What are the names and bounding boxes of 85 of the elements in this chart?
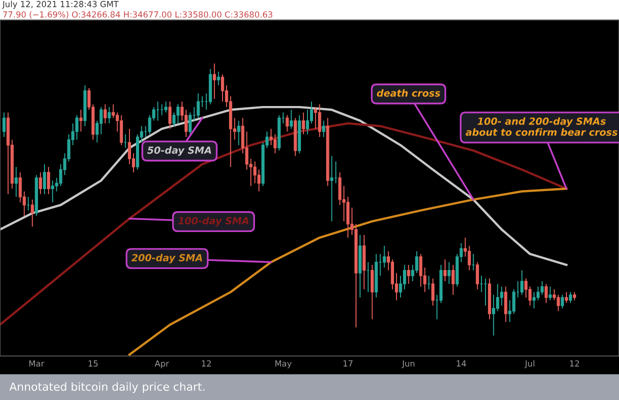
candlestick — [476, 262, 479, 290]
candlestick — [2, 112, 6, 138]
candlestick — [314, 106, 318, 130]
candlestick — [500, 286, 504, 306]
candlestick — [443, 258, 447, 282]
candlestick — [51, 180, 54, 203]
candlestick — [448, 262, 451, 284]
text: 77.90 (−1.69%) O:34266.84 H:34677.00 L:33580.00 C:33680.63 — [3, 11, 272, 19]
text: July 12, 2021 11:28:43 GMT — [2, 0, 119, 9]
candlestick — [452, 264, 455, 296]
x-tick-label: Jun — [402, 360, 414, 368]
candlestick — [46, 166, 50, 195]
candlestick — [504, 286, 508, 322]
candlestick — [407, 264, 410, 284]
candlestick — [548, 286, 552, 301]
candlestick — [492, 294, 496, 336]
candlestick — [560, 294, 564, 309]
candlestick — [30, 199, 34, 228]
candlestick — [257, 169, 260, 192]
candlestick — [100, 106, 103, 135]
candlestick — [196, 92, 200, 118]
candlestick — [128, 128, 132, 165]
candlestick — [568, 292, 572, 304]
candlestick — [286, 114, 289, 132]
candlestick — [220, 74, 224, 102]
candlestick — [346, 196, 350, 238]
candlestick — [253, 160, 256, 184]
candlestick — [520, 270, 524, 296]
candlestick — [556, 294, 560, 312]
x-tick-label: Jul — [524, 360, 534, 368]
x-tick-label: 14 — [456, 360, 466, 366]
candlestick — [237, 120, 240, 146]
candlestick — [468, 245, 471, 271]
candlestick — [318, 104, 322, 138]
series-label: 50-day SMA — [147, 146, 212, 156]
candlestick — [564, 292, 568, 304]
candlestick — [168, 101, 172, 130]
candlestick — [536, 286, 540, 301]
x-tick-label: 12 — [570, 360, 579, 366]
candlestick — [212, 63, 216, 100]
x-tick-label: 15 — [88, 360, 98, 367]
candlestick — [108, 106, 111, 124]
candlestick — [302, 112, 305, 135]
candlestick — [188, 112, 192, 135]
candlestick — [390, 258, 394, 290]
candlestick — [290, 109, 293, 130]
x-tick-label: Mar — [29, 360, 44, 367]
candlestick — [120, 114, 123, 146]
candlestick — [524, 278, 528, 298]
candlestick — [370, 264, 374, 320]
candlestick — [75, 114, 78, 140]
candlestick — [403, 264, 406, 290]
candlestick — [322, 120, 326, 138]
candlestick — [38, 172, 42, 195]
candlestick — [79, 109, 82, 132]
candlestick — [382, 245, 386, 268]
candlestick — [42, 164, 46, 195]
candlestick — [18, 172, 22, 203]
annotation: death cross — [376, 89, 440, 97]
text: 200-day SMA — [131, 254, 202, 264]
candlestick — [431, 278, 434, 306]
annotation: 100- and 200-day SMAs about to confirm bear cross — [466, 117, 618, 136]
candlestick — [176, 104, 180, 124]
candlestick — [496, 283, 500, 312]
candlestick — [274, 134, 277, 154]
candlestick — [306, 109, 310, 135]
candlestick — [419, 253, 422, 288]
text: Annotated bitcoin daily price chart. — [9, 382, 204, 393]
x-tick-label: May — [275, 360, 292, 368]
candlestick — [104, 104, 107, 124]
candlestick — [415, 250, 418, 274]
candlestick — [270, 128, 273, 146]
candlestick — [112, 104, 115, 118]
candlestick — [544, 283, 548, 304]
candlestick — [164, 101, 168, 113]
candlestick — [184, 109, 188, 138]
candlestick — [532, 292, 536, 309]
candlestick — [330, 156, 334, 222]
candlestick — [338, 172, 342, 206]
candlestick — [14, 166, 18, 198]
text: 100-day SMA — [178, 216, 248, 226]
x-tick-label: Apr — [154, 360, 170, 368]
x-tick-label: 12 — [202, 360, 211, 366]
x-tick-label: 17 — [344, 360, 353, 366]
candlestick — [540, 280, 544, 296]
